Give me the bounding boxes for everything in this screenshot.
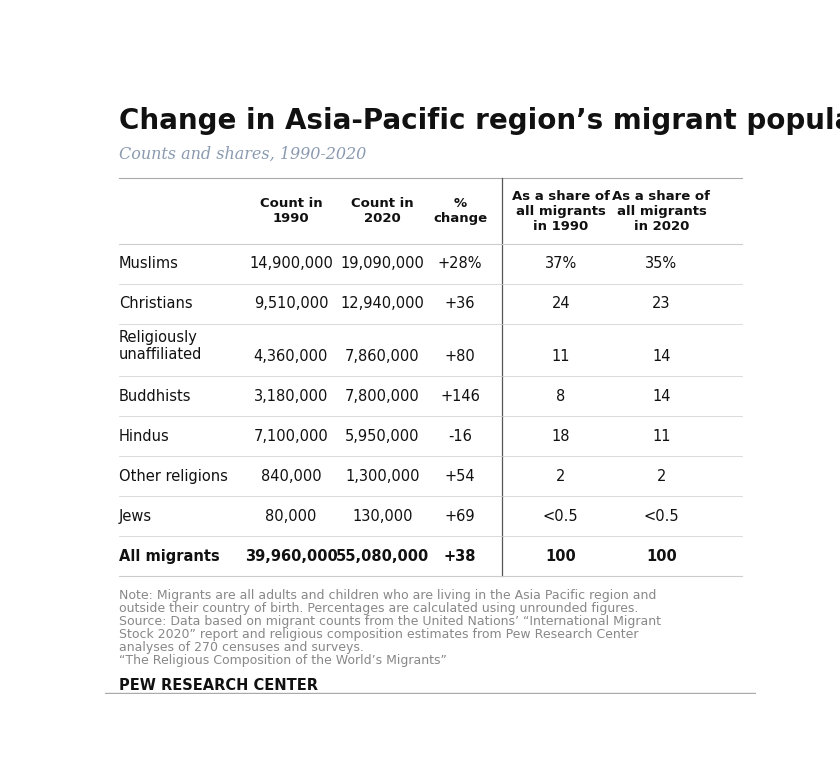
Text: outside their country of birth. Percentages are calculated using unrounded figur: outside their country of birth. Percenta… — [119, 602, 638, 615]
Text: +69: +69 — [444, 509, 475, 524]
Text: 1,300,000: 1,300,000 — [345, 469, 420, 484]
Text: 7,100,000: 7,100,000 — [254, 429, 328, 444]
Text: 39,960,000: 39,960,000 — [244, 549, 338, 564]
Text: As a share of
all migrants
in 1990: As a share of all migrants in 1990 — [512, 190, 610, 232]
Text: Religiously
unaffiliated: Religiously unaffiliated — [119, 330, 202, 363]
Text: Counts and shares, 1990-2020: Counts and shares, 1990-2020 — [119, 146, 366, 163]
Text: Hindus: Hindus — [119, 429, 170, 444]
Text: <0.5: <0.5 — [643, 509, 680, 524]
Text: As a share of
all migrants
in 2020: As a share of all migrants in 2020 — [612, 190, 711, 232]
Text: <0.5: <0.5 — [543, 509, 579, 524]
Text: Other religions: Other religions — [119, 469, 228, 484]
Text: 7,800,000: 7,800,000 — [345, 388, 420, 404]
Text: Jews: Jews — [119, 509, 152, 524]
Text: PEW RESEARCH CENTER: PEW RESEARCH CENTER — [119, 678, 318, 693]
Text: Muslims: Muslims — [119, 257, 179, 271]
Text: 55,080,000: 55,080,000 — [336, 549, 429, 564]
Text: 840,000: 840,000 — [260, 469, 322, 484]
Text: %
change: % change — [433, 197, 487, 225]
Text: 14: 14 — [652, 349, 670, 363]
Text: 4,360,000: 4,360,000 — [254, 349, 328, 363]
Text: 2: 2 — [556, 469, 565, 484]
Text: 100: 100 — [545, 549, 576, 564]
Text: 5,950,000: 5,950,000 — [345, 429, 420, 444]
Text: 7,860,000: 7,860,000 — [345, 349, 420, 363]
Text: Change in Asia-Pacific region’s migrant population: Change in Asia-Pacific region’s migrant … — [119, 108, 840, 136]
Text: 11: 11 — [551, 349, 570, 363]
Text: Count in
2020: Count in 2020 — [351, 197, 414, 225]
Text: 18: 18 — [551, 429, 570, 444]
Text: Christians: Christians — [119, 296, 192, 311]
Text: +54: +54 — [444, 469, 475, 484]
Text: 2: 2 — [657, 469, 666, 484]
Text: 12,940,000: 12,940,000 — [340, 296, 424, 311]
Text: 14,900,000: 14,900,000 — [249, 257, 333, 271]
Text: +28%: +28% — [438, 257, 482, 271]
Text: Source: Data based on migrant counts from the United Nations’ “International Mig: Source: Data based on migrant counts fro… — [119, 615, 661, 628]
Text: 11: 11 — [652, 429, 670, 444]
Text: +38: +38 — [444, 549, 476, 564]
Text: 80,000: 80,000 — [265, 509, 317, 524]
Text: -16: -16 — [448, 429, 472, 444]
Text: +80: +80 — [444, 349, 475, 363]
Text: 14: 14 — [652, 388, 670, 404]
Text: 37%: 37% — [544, 257, 577, 271]
Text: 24: 24 — [551, 296, 570, 311]
Text: 100: 100 — [646, 549, 677, 564]
Text: analyses of 270 censuses and surveys.: analyses of 270 censuses and surveys. — [119, 641, 364, 654]
Text: +36: +36 — [444, 296, 475, 311]
Text: 9,510,000: 9,510,000 — [254, 296, 328, 311]
Text: “The Religious Composition of the World’s Migrants”: “The Religious Composition of the World’… — [119, 654, 447, 667]
Text: +146: +146 — [440, 388, 480, 404]
Text: Note: Migrants are all adults and children who are living in the Asia Pacific re: Note: Migrants are all adults and childr… — [119, 589, 656, 601]
Text: Count in
1990: Count in 1990 — [260, 197, 323, 225]
Text: 8: 8 — [556, 388, 565, 404]
Text: All migrants: All migrants — [119, 549, 220, 564]
Text: 35%: 35% — [645, 257, 678, 271]
Text: 23: 23 — [652, 296, 670, 311]
Text: Buddhists: Buddhists — [119, 388, 192, 404]
Text: 130,000: 130,000 — [352, 509, 412, 524]
Text: Stock 2020” report and religious composition estimates from Pew Research Center: Stock 2020” report and religious composi… — [119, 628, 638, 641]
Text: 3,180,000: 3,180,000 — [254, 388, 328, 404]
Text: 19,090,000: 19,090,000 — [340, 257, 424, 271]
